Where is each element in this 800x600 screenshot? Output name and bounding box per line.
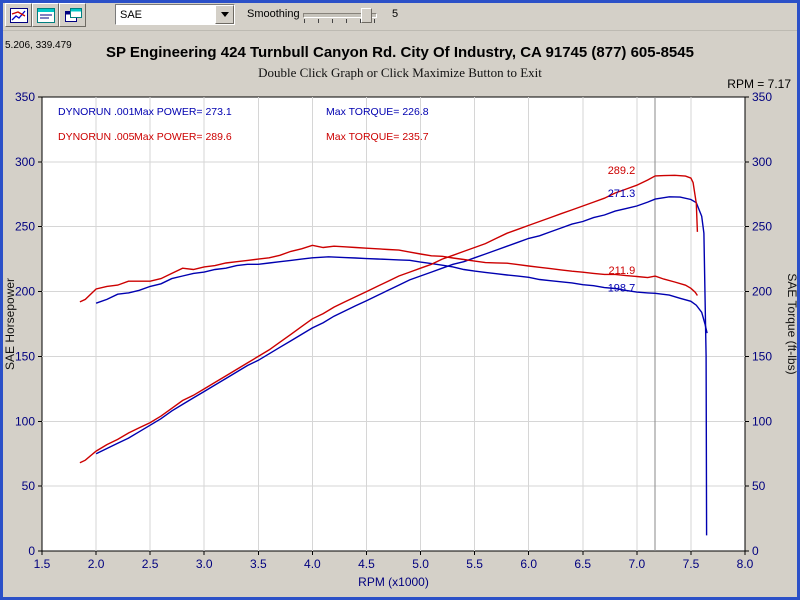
- curve-run001-power: [95, 196, 708, 536]
- x-tick-label: 6.5: [574, 557, 591, 571]
- runs-window-button[interactable]: [32, 3, 59, 27]
- y-tick-label-right: 50: [752, 479, 766, 493]
- legend-row-run001: DYNORUN .001 Max POWER= 273.1 Max TORQUE…: [58, 106, 429, 118]
- x-axis-title: RPM (x1000): [358, 575, 429, 589]
- cursor-value-label: 271.3: [608, 188, 636, 200]
- y-tick-label-left: 100: [15, 414, 35, 428]
- legend-max-power: Max POWER= 273.1: [134, 106, 232, 118]
- slider-groove: [303, 13, 377, 18]
- page-subtitle: Double Click Graph or Click Maximize But…: [258, 65, 542, 80]
- graph-view-button[interactable]: [5, 3, 32, 27]
- legend-max-power: Max POWER= 289.6: [134, 131, 232, 143]
- dyno-graph-icon: [9, 7, 28, 23]
- y-tick-label-right: 0: [752, 544, 759, 558]
- y-tick-label-left: 150: [15, 349, 35, 363]
- cursor-value-label: 211.9: [609, 265, 636, 277]
- legend: DYNORUN .001 Max POWER= 273.1 Max TORQUE…: [58, 106, 429, 156]
- plot-area[interactable]: [41, 96, 746, 552]
- y-tick-label-right: 200: [752, 285, 772, 299]
- smoothing-label: Smoothing: [247, 8, 300, 20]
- legend-row-run005: DYNORUN .005 Max POWER= 289.6 Max TORQUE…: [58, 131, 429, 143]
- curve-run005-power: [79, 174, 699, 464]
- y-tick-label-right: 300: [752, 155, 772, 169]
- toolbar: SAE Smoothing 5: [0, 0, 800, 31]
- x-tick-label: 4.0: [304, 557, 321, 571]
- y-tick-label-right: 250: [752, 220, 772, 234]
- cursor-coordinates: 5.206, 339.479: [5, 40, 72, 51]
- maximize-button[interactable]: [59, 3, 86, 27]
- slider-thumb[interactable]: [361, 8, 372, 23]
- x-tick-label: 2.0: [88, 557, 105, 571]
- page-title: SP Engineering 424 Turnbull Canyon Rd. C…: [106, 44, 694, 61]
- chart-window-icon: [36, 7, 55, 23]
- smoothing-slider[interactable]: [303, 6, 377, 24]
- y-tick-label-right: 100: [752, 414, 772, 428]
- x-tick-label: 4.5: [358, 557, 375, 571]
- x-tick-label: 3.0: [196, 557, 213, 571]
- cursor-value-label: 198.7: [608, 282, 636, 294]
- x-tick-label: 3.5: [250, 557, 267, 571]
- x-tick-label: 6.0: [520, 557, 537, 571]
- legend-run-name: DYNORUN .005: [58, 131, 135, 143]
- y-axis-title-right: SAE Torque (ft-lbs): [785, 273, 799, 374]
- x-tick-label: 8.0: [737, 557, 754, 571]
- slider-ticks: [304, 19, 376, 23]
- x-tick-label: 5.0: [412, 557, 429, 571]
- y-axis-title-left: SAE Horsepower: [3, 278, 17, 370]
- legend-max-torque: Max TORQUE= 235.7: [326, 131, 429, 143]
- smoothing-value: 5: [392, 8, 399, 20]
- dropdown-arrow-button[interactable]: [215, 5, 234, 24]
- tile-windows-icon: [64, 7, 82, 22]
- x-tick-label: 2.5: [142, 557, 159, 571]
- y-tick-label-right: 150: [752, 349, 772, 363]
- legend-run-name: DYNORUN .001: [58, 106, 135, 118]
- curve-run001-torque: [95, 256, 708, 334]
- x-tick-label: 7.0: [629, 557, 646, 571]
- curve-run005-torque: [79, 244, 698, 303]
- units-dropdown-value: SAE: [120, 8, 143, 21]
- cursor-value-label: 289.2: [608, 165, 636, 177]
- units-dropdown[interactable]: SAE: [115, 4, 235, 25]
- x-tick-label: 1.5: [34, 557, 51, 571]
- y-tick-label-left: 200: [15, 285, 35, 299]
- chevron-down-icon: [220, 12, 229, 17]
- y-tick-label-left: 50: [22, 479, 36, 493]
- x-tick-label: 7.5: [683, 557, 700, 571]
- rpm-readout: RPM = 7.17: [727, 77, 791, 91]
- y-tick-label-left: 250: [15, 220, 35, 234]
- x-tick-label: 5.5: [466, 557, 483, 571]
- y-tick-label-left: 350: [15, 90, 35, 104]
- y-tick-label-left: 0: [28, 544, 35, 558]
- legend-max-torque: Max TORQUE= 226.8: [326, 106, 429, 118]
- y-tick-label-left: 300: [15, 155, 35, 169]
- y-tick-label-right: 350: [752, 90, 772, 104]
